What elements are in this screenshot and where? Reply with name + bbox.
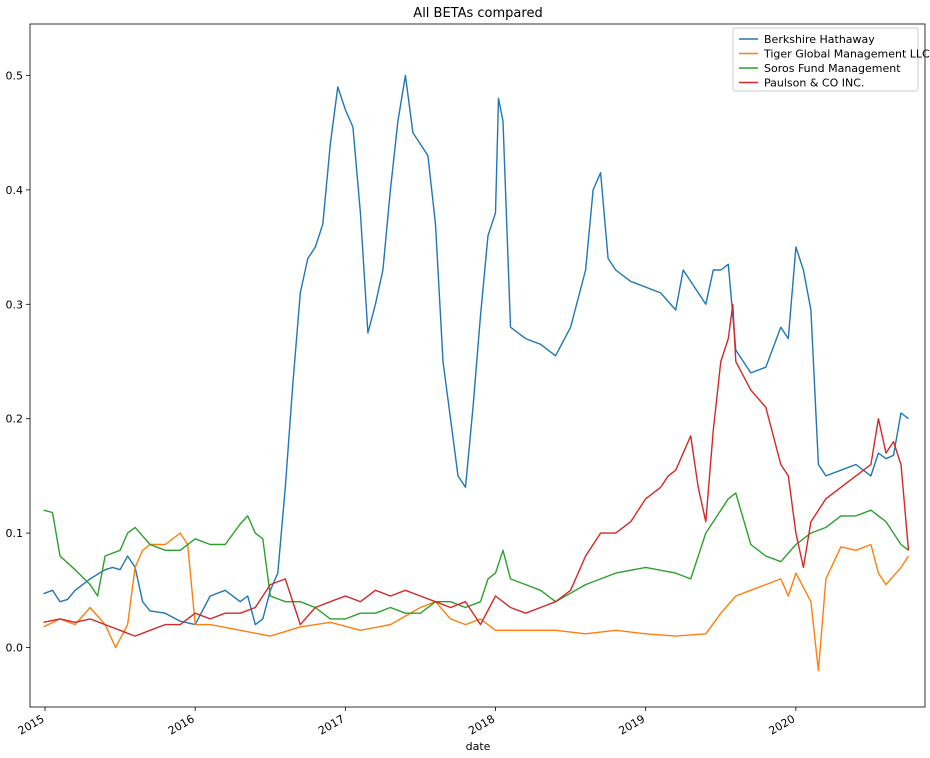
x-tick-label: 2016 [166,712,197,737]
series-line-2 [43,492,909,620]
y-tick-label: 0.0 [6,642,24,655]
x-tick-label: 2015 [16,712,47,737]
series-line-0 [43,74,909,626]
legend-entry: Berkshire Hathaway [764,33,875,46]
y-tick-label: 0.4 [6,184,24,197]
series-line-3 [43,303,910,637]
x-tick-label: 2020 [767,712,798,737]
legend-entry: Paulson & CO INC. [764,77,864,90]
x-axis: 2015 2016 2017 2018 2019 2020 [16,707,798,738]
x-tick-label: 2017 [316,712,347,737]
x-axis-label: date [466,740,491,753]
y-tick-label: 0.2 [6,413,24,426]
legend: Berkshire Hathaway Tiger Global Managemen… [732,27,930,92]
y-axis: 0.0 0.1 0.2 0.3 0.4 0.5 [6,69,30,655]
legend-entry: Tiger Global Management LLC [763,48,930,61]
x-tick-label: 2018 [466,712,497,737]
x-tick-label: 2019 [616,712,647,737]
y-tick-label: 0.3 [6,298,24,311]
chart-title: All BETAs compared [413,6,542,21]
axes-frame [29,23,926,708]
legend-box [732,27,919,92]
y-tick-label: 0.1 [6,527,24,540]
series-layer [43,74,910,672]
y-tick-label: 0.5 [6,69,24,82]
series-line-1 [43,532,910,672]
legend-entry: Soros Fund Management [764,62,901,75]
